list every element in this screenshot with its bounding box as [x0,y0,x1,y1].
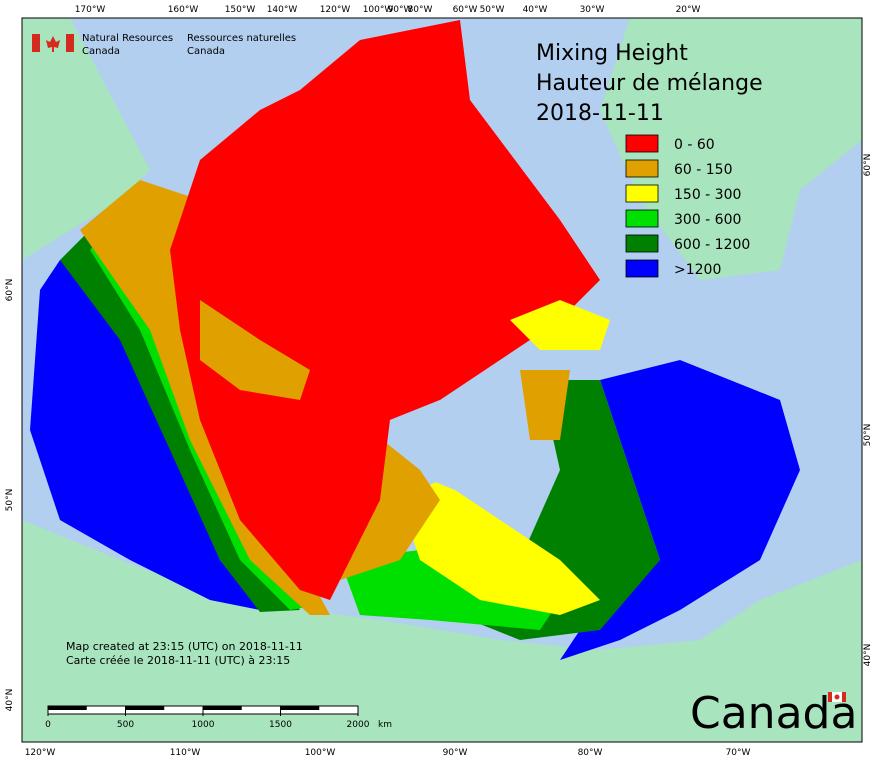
lat-label: 60°N [863,154,873,177]
lon-label: 120°W [320,5,351,15]
scale-label: 0 [45,720,51,730]
lon-label: 80°W [578,748,603,758]
legend-swatch [625,209,659,228]
legend-label: 600 - 1200 [674,237,750,253]
lon-label: 120°W [25,748,56,758]
legend-label: 60 - 150 [674,162,733,178]
legend-label: 300 - 600 [674,212,741,228]
legend-label: >1200 [674,262,721,278]
legend-swatch [625,184,659,203]
lon-label: 70°W [726,748,751,758]
lon-label: 170°W [75,5,106,15]
flag-right [66,34,74,52]
lon-label: 50°W [480,5,505,15]
lon-label: 30°W [580,5,605,15]
lat-label: 40°N [5,689,15,712]
scale-label: 1500 [269,720,292,730]
lon-label: 40°W [523,5,548,15]
wordmark-leaf [834,694,840,700]
lon-label: 100°W [305,748,336,758]
lon-label: 90°W [443,748,468,758]
lon-label: 20°W [676,5,701,15]
lon-label: 60°W [453,5,478,15]
scale-label: 500 [117,720,134,730]
flag-left [32,34,40,52]
scale-segment [203,706,242,710]
lat-label: 50°N [863,424,873,447]
map-note: Carte créée le 2018-11-11 (UTC) à 23:15 [66,654,290,667]
legend-label: 150 - 300 [674,187,741,203]
lon-label: 150°W [225,5,256,15]
legend-swatch [625,134,659,153]
scale-segment [125,706,165,710]
scale-segment [48,706,87,710]
agency-en: Natural Resources [82,33,173,44]
map-note: Map created at 23:15 (UTC) on 2018-11-11 [66,640,303,653]
map-frame [21,17,863,743]
lat-label: 50°N [5,489,15,512]
lat-label: 60°N [5,279,15,302]
lon-label: 140°W [267,5,298,15]
flag-leaf [46,36,60,52]
legend-swatch [625,259,659,278]
legend-swatch [625,159,659,178]
agency-en: Canada [82,46,120,57]
scale-label: 1000 [192,720,215,730]
lon-label: 110°W [170,748,201,758]
scale-label: 2000 [347,720,370,730]
lon-label: 90°W [388,5,413,15]
agency-fr: Ressources naturelles [187,33,296,44]
map-title: 2018-11-11 [536,101,664,126]
scale-unit: km [378,720,392,730]
map-title: Mixing Height [536,41,688,66]
map-title: Hauteur de mélange [536,71,763,96]
mixing-height-fields [30,20,800,660]
lon-label: 80°W [408,5,433,15]
scale-segment [280,706,320,710]
lon-label: 160°W [168,5,199,15]
lat-label: 40°N [863,644,873,667]
legend-label: 0 - 60 [674,137,715,153]
lon-label: 100°W [363,5,394,15]
legend-swatch [625,234,659,253]
agency-fr: Canada [187,46,225,57]
